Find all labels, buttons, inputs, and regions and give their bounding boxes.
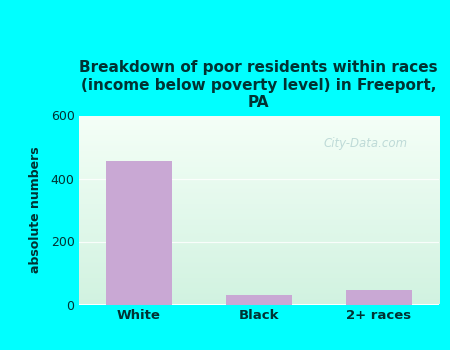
Text: City-Data.com: City-Data.com (324, 137, 408, 150)
Title: Breakdown of poor residents within races
(income below poverty level) in Freepor: Breakdown of poor residents within races… (80, 60, 438, 110)
Y-axis label: absolute numbers: absolute numbers (29, 147, 42, 273)
Bar (346, 290, 412, 304)
Bar (106, 161, 172, 304)
Bar (226, 295, 292, 304)
